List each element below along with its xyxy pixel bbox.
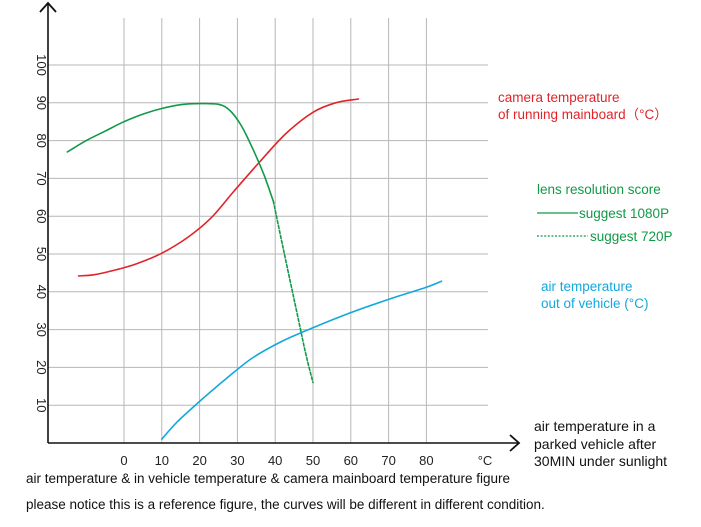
- legend-720p-label: suggest 720P: [590, 229, 673, 244]
- axes: [39, 1, 521, 452]
- lens-score-1080p-curve: [66, 102, 275, 202]
- y-tick-label: 10: [34, 398, 49, 412]
- legend-1080p-label: suggest 1080P: [579, 206, 669, 221]
- mainboard-temperature-curve: [77, 98, 360, 277]
- x-unit-label: °C: [478, 453, 493, 468]
- y-tick-label: 80: [34, 133, 49, 147]
- y-tick-label: 90: [34, 96, 49, 110]
- x-axis-title: air temperature in a: [534, 418, 656, 434]
- x-axis-arrow: [509, 434, 521, 452]
- y-tick-label: 100: [34, 54, 49, 76]
- series-group: [66, 98, 443, 440]
- y-tick-label: 20: [34, 360, 49, 374]
- x-axis-title: 30MIN under sunlight: [534, 453, 667, 469]
- reference-note: please notice this is a reference figure…: [26, 497, 545, 512]
- x-tick-label: 20: [192, 453, 206, 468]
- x-tick-label: 70: [381, 453, 395, 468]
- annotations: camera temperature of running mainboard（°…: [498, 90, 673, 469]
- x-tick-label: 50: [306, 453, 320, 468]
- lens-score-720p-curve: [272, 200, 314, 384]
- x-tick-label: 80: [419, 453, 433, 468]
- mainboard-temp-label: of running mainboard（°C）: [498, 107, 668, 122]
- outside-air-temp-label: air temperature: [541, 279, 633, 294]
- y-tick-label: 70: [34, 171, 49, 185]
- x-tick-label: 60: [344, 453, 358, 468]
- outside-air-temperature-curve: [161, 280, 443, 440]
- x-axis-title: parked vehicle after: [534, 436, 657, 452]
- y-tick-label: 60: [34, 209, 49, 223]
- x-tick-label: 10: [155, 453, 169, 468]
- y-tick-label: 40: [34, 285, 49, 299]
- x-tick-label: 0: [120, 453, 127, 468]
- grid: [48, 18, 488, 443]
- y-tick-label: 30: [34, 322, 49, 336]
- y-axis-arrow: [39, 1, 57, 13]
- tick-labels: 10 20 30 40 50 60 70 80 90 100 0 10 20 30 40 50 60 70 80 °C: [34, 54, 492, 468]
- mainboard-temp-label: camera temperature: [498, 90, 620, 105]
- x-tick-label: 40: [268, 453, 282, 468]
- y-tick-label: 50: [34, 247, 49, 261]
- x-tick-label: 30: [230, 453, 244, 468]
- legend-title: lens resolution score: [537, 182, 661, 197]
- outside-air-temp-label: out of vehicle (°C): [541, 296, 648, 311]
- figure-caption: air temperature & in vehicle temperature…: [26, 471, 510, 486]
